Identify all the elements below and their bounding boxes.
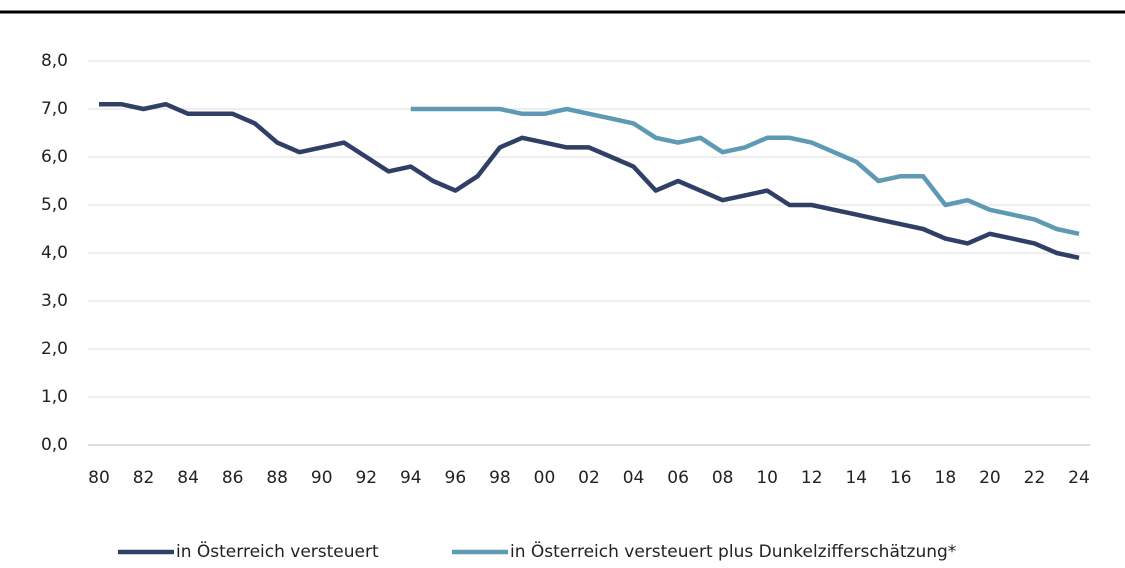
x-tick-label: 98 bbox=[489, 468, 511, 488]
y-tick-label: 4,0 bbox=[41, 243, 68, 263]
x-tick-label: 08 bbox=[712, 468, 734, 488]
y-tick-label: 1,0 bbox=[41, 387, 68, 407]
x-tick-label: 16 bbox=[890, 468, 912, 488]
x-tick-label: 02 bbox=[578, 468, 600, 488]
x-tick-label: 20 bbox=[979, 468, 1001, 488]
y-tick-label: 5,0 bbox=[41, 195, 68, 215]
y-tick-label: 8,0 bbox=[41, 51, 68, 71]
x-tick-label: 94 bbox=[400, 468, 422, 488]
x-tick-label: 84 bbox=[177, 468, 199, 488]
y-tick-label: 6,0 bbox=[41, 147, 68, 167]
x-tick-label: 06 bbox=[667, 468, 689, 488]
x-tick-label: 86 bbox=[222, 468, 244, 488]
x-tick-label: 14 bbox=[845, 468, 867, 488]
x-tick-label: 96 bbox=[445, 468, 467, 488]
series-line bbox=[99, 101, 1080, 260]
x-tick-label: 92 bbox=[355, 468, 377, 488]
legend-label: in Österreich versteuert plus Dunkelziff… bbox=[510, 540, 956, 562]
series-line bbox=[410, 106, 1080, 236]
x-tick-label: 90 bbox=[311, 468, 333, 488]
x-tick-label: 24 bbox=[1068, 468, 1090, 488]
x-tick-label: 04 bbox=[623, 468, 645, 488]
x-tick-label: 10 bbox=[756, 468, 778, 488]
legend-label: in Österreich versteuert bbox=[176, 540, 379, 562]
y-tick-label: 0,0 bbox=[41, 435, 68, 455]
y-tick-label: 7,0 bbox=[41, 99, 68, 119]
x-tick-label: 88 bbox=[266, 468, 288, 488]
x-tick-label: 80 bbox=[88, 468, 110, 488]
x-tick-label: 12 bbox=[801, 468, 823, 488]
x-tick-label: 18 bbox=[935, 468, 957, 488]
x-tick-label: 00 bbox=[534, 468, 556, 488]
x-tick-label: 22 bbox=[1024, 468, 1046, 488]
y-tick-label: 3,0 bbox=[41, 291, 68, 311]
x-tick-label: 82 bbox=[133, 468, 155, 488]
y-tick-label: 2,0 bbox=[41, 339, 68, 359]
